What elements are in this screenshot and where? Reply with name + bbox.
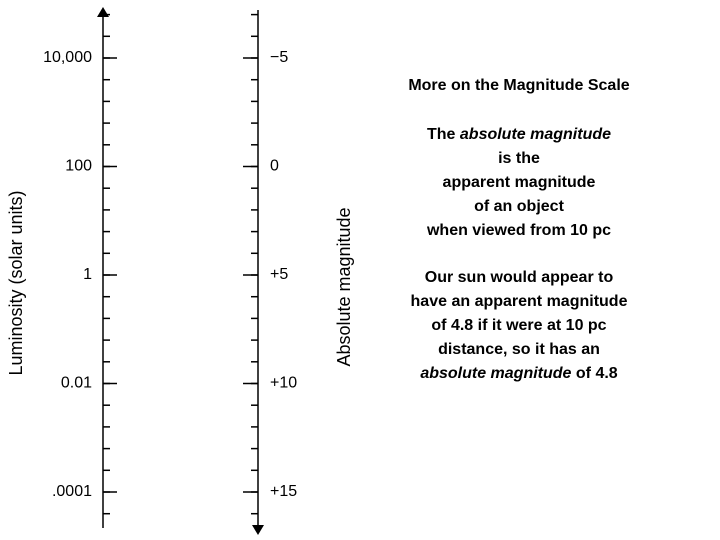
text-line: apparent magnitude: [443, 174, 596, 191]
tick-label: −5: [270, 49, 288, 66]
tick-label: 100: [65, 158, 92, 175]
text-line: The absolute magnitude: [427, 126, 611, 143]
text-line: of 4.8 if it were at 10 pc: [431, 317, 606, 334]
tick-label: 1: [83, 266, 92, 283]
tick-label: +10: [270, 375, 297, 392]
text-line: is the: [498, 150, 540, 167]
text-line: of an object: [474, 198, 564, 215]
text-line: when viewed from 10 pc: [426, 222, 611, 239]
text-line: have an apparent magnitude: [411, 293, 628, 310]
axis-title: Luminosity (solar units): [6, 190, 26, 375]
tick-label: .0001: [52, 483, 92, 500]
tick-label: +15: [270, 483, 297, 500]
emphasis: absolute magnitude: [420, 365, 571, 382]
tick-label: 10,000: [43, 49, 92, 66]
text-line: distance, so it has an: [438, 341, 600, 358]
text-line: absolute magnitude of 4.8: [420, 365, 617, 382]
text-run: of 4.8: [576, 365, 618, 382]
axis-title: Absolute magnitude: [334, 207, 354, 366]
luminosity-axis: 10,000 100 1 0.01 .0001: [43, 7, 117, 528]
heading: More on the Magnitude Scale: [408, 77, 629, 94]
emphasis: absolute magnitude: [460, 126, 611, 143]
text-block: More on the Magnitude Scale The absolute…: [408, 77, 629, 382]
text-run: The: [427, 126, 456, 143]
text-line: Our sun would appear to: [425, 269, 614, 286]
tick-label: 0.01: [61, 375, 92, 392]
tick-label: +5: [270, 266, 288, 283]
tick-label: 0: [270, 158, 279, 175]
magnitude-axis: −5 0 +5 +10 +15: [243, 10, 297, 535]
